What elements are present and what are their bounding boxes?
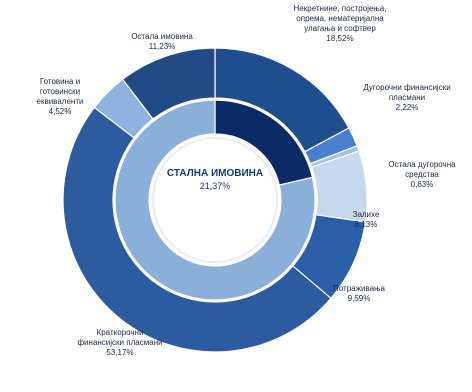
center-subtitle: ОБРТНА ИМОВИНА [172,224,258,234]
label-inventory: Залихе 8,13% [352,210,380,229]
center-title: СТАЛНА ИМОВИНА [166,168,264,179]
center-value: 21,37% [199,181,231,191]
label-cash: Готовина и готовински еквиваленти 4,52% [36,77,84,116]
label-other-lt: Остала дугорочна средства 0,63% [388,160,456,189]
inner-slice-1 [114,99,316,301]
outer-slice-5 [62,106,332,353]
label-lt-fin: Дугорочни финансијски пласмани 2,22% [363,83,451,112]
label-receivables: Потраживања 9,59% [333,284,385,303]
label-ppe: Некретнине, постројења, опрема, нематери… [293,4,387,43]
label-other-assets: Остала имовина 11,23% [131,32,193,51]
label-st-fin: Краткорочни финансијски пласмани 53,17% [77,328,163,357]
donut-hole-ring [152,137,278,263]
donut-hole [151,136,279,264]
outer-slice-7 [121,47,216,120]
